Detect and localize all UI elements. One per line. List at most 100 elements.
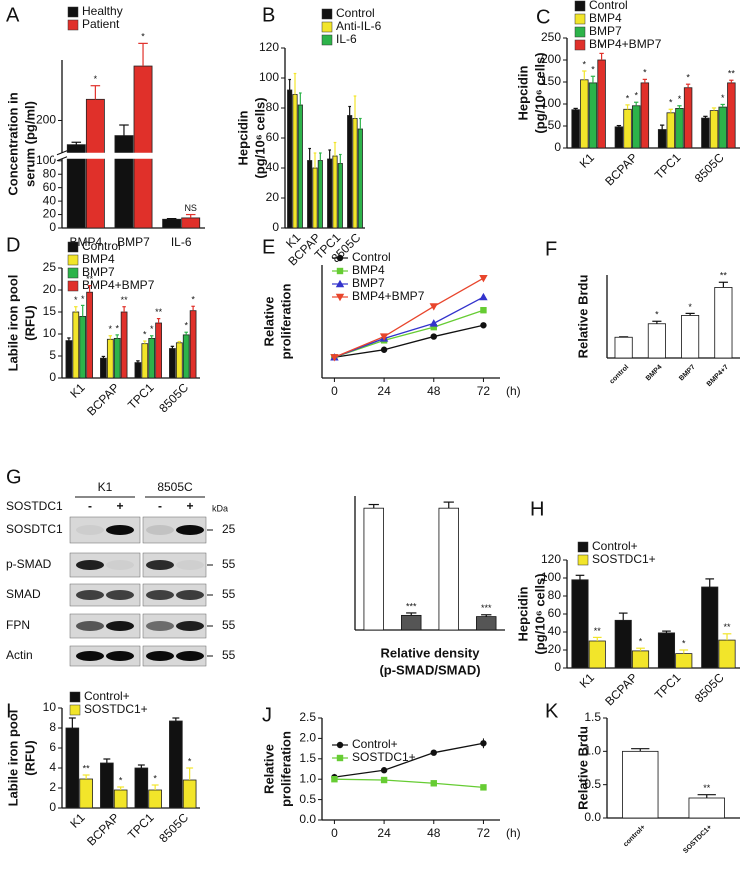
significance: * xyxy=(591,65,595,75)
y-tick-label: 10 xyxy=(43,700,57,714)
significance: ** xyxy=(121,295,129,305)
panel-label: J xyxy=(262,704,272,726)
point xyxy=(479,274,488,283)
significance: ** xyxy=(724,622,732,632)
bar xyxy=(631,105,641,149)
significance: * xyxy=(686,73,690,83)
y-tick-label: 0 xyxy=(49,370,56,384)
bar xyxy=(317,160,323,229)
blot-band xyxy=(106,590,134,600)
lane-label: - xyxy=(88,499,92,513)
bar xyxy=(181,217,201,229)
x-tick-label: K1 xyxy=(67,810,88,831)
legend-swatch xyxy=(67,254,79,266)
significance: * xyxy=(655,310,659,320)
line xyxy=(334,309,484,358)
bar xyxy=(169,348,176,379)
bar xyxy=(297,104,303,229)
y-axis-label: Labile iron pool xyxy=(5,275,20,372)
bar xyxy=(79,778,93,809)
significance: * xyxy=(150,324,154,334)
x-tick-label: BCPAP xyxy=(84,810,122,848)
x-tick-label: control xyxy=(609,364,631,386)
legend-label: BMP4+BMP7 xyxy=(82,278,155,292)
bar xyxy=(588,640,606,669)
point xyxy=(430,333,437,340)
bar xyxy=(337,163,343,229)
panel-label: I xyxy=(6,700,12,722)
bar xyxy=(65,340,73,379)
bar xyxy=(182,334,190,379)
point xyxy=(480,307,487,314)
x-tick-label: IL-6 xyxy=(171,235,192,249)
blot-band xyxy=(176,560,204,570)
y-tick-label: 5 xyxy=(49,348,56,362)
blot-band xyxy=(106,525,134,535)
line xyxy=(334,778,484,789)
blot-strip xyxy=(69,645,141,667)
bar xyxy=(657,632,676,669)
blot-band xyxy=(176,651,204,661)
significance: * xyxy=(669,98,673,108)
y-tick-label: 100 xyxy=(259,70,279,84)
bar xyxy=(141,343,149,379)
x-tick-label: 72 xyxy=(477,826,491,840)
bar xyxy=(148,337,156,379)
blot-band xyxy=(146,651,174,661)
legend-label: BMP4 xyxy=(589,11,622,25)
y-tick-label: 100 xyxy=(36,153,56,167)
bar xyxy=(709,110,719,149)
legend-label: Control+ xyxy=(84,689,130,703)
legend-label: BMP4+BMP7 xyxy=(352,289,425,303)
significance: * xyxy=(81,294,85,304)
x-tick-label: K1 xyxy=(577,670,598,691)
x-tick-label: 72 xyxy=(477,384,491,398)
y-tick-label: 0.5 xyxy=(299,792,316,806)
bar xyxy=(571,109,580,149)
line xyxy=(334,742,484,778)
y-tick-label: 150 xyxy=(541,74,561,88)
x-tick-label: TPC1 xyxy=(652,150,684,182)
legend-label: Control xyxy=(336,6,375,20)
bar xyxy=(292,94,298,229)
y-tick-label: 6 xyxy=(49,740,56,754)
axis-break xyxy=(54,152,207,159)
significance: *** xyxy=(481,603,492,613)
significance: * xyxy=(191,295,195,305)
x-axis-label: (h) xyxy=(506,826,521,840)
significance: * xyxy=(721,93,725,103)
point xyxy=(429,303,438,311)
blot-band xyxy=(106,621,134,631)
x-tick-label: 24 xyxy=(377,384,391,398)
point xyxy=(380,767,388,774)
break-mark xyxy=(56,150,68,156)
x-tick-label: 0 xyxy=(331,384,338,398)
point xyxy=(479,292,488,301)
y-axis-label: Hepcidin xyxy=(515,586,530,641)
y-tick-label: 2.0 xyxy=(299,731,316,745)
bar xyxy=(647,323,666,359)
legend-label: Control xyxy=(82,239,121,253)
bar xyxy=(114,135,134,229)
y-tick-label: 200 xyxy=(36,113,56,127)
bar xyxy=(588,82,598,149)
y-tick-label: 20 xyxy=(266,190,280,204)
point xyxy=(480,740,487,747)
y-tick-label: 100 xyxy=(541,570,561,584)
y-tick-label: 4 xyxy=(49,760,56,774)
y-tick-label: 60 xyxy=(548,606,562,620)
y-tick-label: 60 xyxy=(266,130,280,144)
bar xyxy=(79,315,87,379)
bar xyxy=(327,158,333,229)
x-axis-label: Relative density xyxy=(381,645,481,660)
significance: * xyxy=(143,329,147,339)
bar xyxy=(120,311,128,379)
y-tick-label: 50 xyxy=(548,118,562,132)
x-tick-label: 8505C xyxy=(156,380,191,415)
y-tick-label: 2.5 xyxy=(299,710,316,724)
x-tick-label: BCPAP xyxy=(602,150,640,188)
x-tick-label: BMP7 xyxy=(117,235,150,249)
x-tick-label: TPC1 xyxy=(125,380,157,412)
bar xyxy=(106,338,114,379)
y-tick-label: 1.5 xyxy=(299,751,316,765)
